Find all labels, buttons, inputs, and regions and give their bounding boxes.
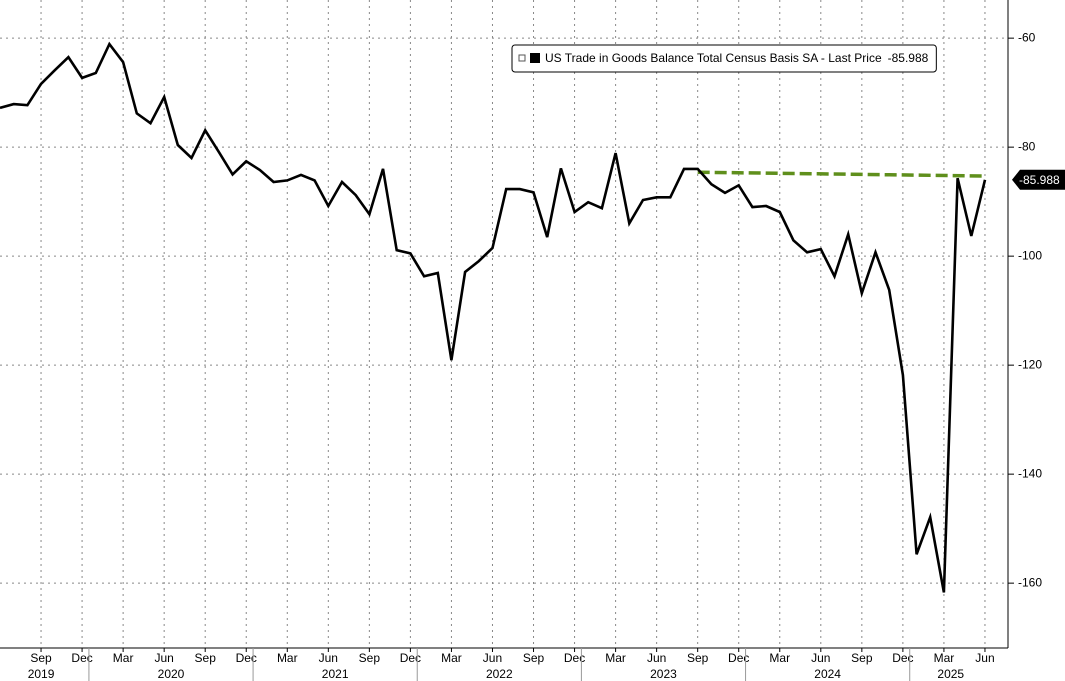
y-tick-label: -140 xyxy=(1018,466,1042,480)
x-tick-label: Sep xyxy=(195,651,217,665)
x-tick-label: Mar xyxy=(769,651,790,665)
legend-box xyxy=(511,44,937,73)
x-tick-label: Sep xyxy=(851,651,873,665)
data-line xyxy=(0,41,987,593)
x-tick-label: Sep xyxy=(359,651,381,665)
x-tick-label: Mar xyxy=(441,651,462,665)
x-tick-label: Jun xyxy=(154,651,173,665)
y-tick-label: -60 xyxy=(1018,30,1036,44)
x-tick-label: Dec xyxy=(71,651,92,665)
x-tick-label: Sep xyxy=(687,651,709,665)
x-tick-label: Jun xyxy=(647,651,666,665)
trend-line xyxy=(697,170,985,178)
x-tick-label: Jun xyxy=(811,651,830,665)
y-tick-label: -100 xyxy=(1018,248,1042,262)
x-tick-label: Jun xyxy=(483,651,502,665)
legend: US Trade in Goods Balance Total Census B… xyxy=(511,44,937,73)
price-tag-label: -85.988 xyxy=(1019,173,1060,187)
year-label: 2023 xyxy=(650,667,677,681)
legend-toggle xyxy=(518,54,526,62)
y-tick-label: -160 xyxy=(1018,575,1042,589)
price-tag xyxy=(1012,169,1065,190)
year-label: 2019 xyxy=(28,667,55,681)
x-tick-label: Sep xyxy=(30,651,52,665)
x-tick-label: Mar xyxy=(934,651,955,665)
legend-label: US Trade in Goods Balance Total Census B… xyxy=(545,51,882,65)
x-tick-label: Mar xyxy=(113,651,134,665)
x-tick-label: Dec xyxy=(728,651,749,665)
x-tick-label: Dec xyxy=(400,651,421,665)
legend-swatch xyxy=(530,53,540,63)
x-tick-label: Jun xyxy=(319,651,338,665)
x-tick-label: Dec xyxy=(236,651,257,665)
y-tick-label: -80 xyxy=(1018,139,1036,153)
x-tick-label: Mar xyxy=(277,651,298,665)
x-tick-label: Mar xyxy=(605,651,626,665)
year-label: 2024 xyxy=(814,667,841,681)
x-tick-label: Jun xyxy=(975,651,994,665)
year-label: 2025 xyxy=(937,667,964,681)
y-tick-label: -120 xyxy=(1018,357,1042,371)
year-label: 2021 xyxy=(322,667,349,681)
year-label: 2022 xyxy=(486,667,513,681)
year-label: 2020 xyxy=(158,667,185,681)
legend-value: -85.988 xyxy=(888,51,929,65)
x-tick-label: Dec xyxy=(892,651,913,665)
x-tick-label: Dec xyxy=(564,651,585,665)
x-tick-label: Sep xyxy=(523,651,545,665)
